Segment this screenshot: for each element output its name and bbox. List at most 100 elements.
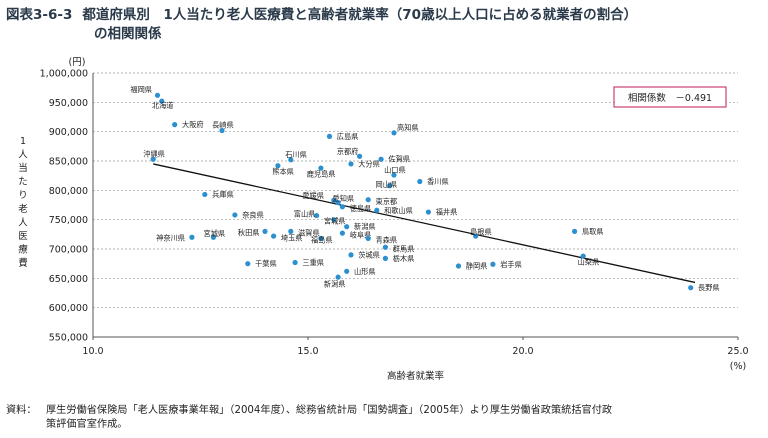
data-point (391, 172, 397, 178)
point-label: 茨城県 (358, 250, 380, 259)
data-point (374, 207, 380, 213)
point-label: 新潟県 (324, 280, 346, 289)
source-line2: 策評価官室作成。 (46, 419, 128, 430)
point-label: 秋田県 (238, 228, 260, 237)
point-label: 香川県 (427, 177, 449, 186)
source-line1: 厚生労働省保険局「老人医療事業年報」（2004年度）、総務省統計局「国勢調査」（… (46, 405, 613, 416)
data-point (382, 244, 388, 250)
point-label: 長崎県 (212, 121, 234, 130)
data-point (417, 178, 423, 185)
data-point (275, 163, 281, 169)
data-point (288, 228, 294, 234)
point-label: 愛媛県 (302, 191, 324, 200)
data-point (344, 268, 350, 274)
point-label: 静岡県 (466, 262, 488, 271)
point-label: 高知県 (397, 123, 419, 132)
data-point (490, 261, 496, 267)
data-point (262, 228, 268, 234)
point-label: 大阪府 (182, 120, 204, 129)
point-label: 山梨県 (578, 257, 600, 266)
data-point (159, 98, 165, 104)
point-label: 佐賀県 (388, 155, 410, 164)
data-point (189, 234, 195, 240)
y-unit-label: (円) (69, 57, 86, 68)
point-label: 宮城県 (324, 216, 346, 225)
point-label: 岡山県 (376, 180, 398, 189)
point-label: 広島県 (337, 132, 359, 141)
trend-line (153, 163, 696, 284)
point-label: 栃木県 (393, 254, 415, 263)
x-tick-label: 20.0 (512, 346, 533, 357)
data-point (425, 209, 431, 215)
data-point (455, 263, 462, 269)
data-point (331, 217, 337, 223)
figure-number: 図表3-6-3 (6, 7, 73, 23)
point-label: 北海道 (152, 101, 174, 110)
scatter-chart: 550,000 600,000 650,000 700,000 750,000 800,0… (18, 57, 748, 382)
point-label: 青森県 (376, 236, 398, 245)
data-point (271, 233, 277, 239)
data-point (219, 127, 225, 134)
data-point (580, 253, 586, 259)
data-point (335, 200, 341, 206)
point-label: 福井県 (436, 208, 458, 217)
point-label: 埼玉県 (281, 233, 303, 242)
point-label: 福岡県 (130, 85, 152, 94)
data-point (331, 197, 337, 203)
data-point (348, 252, 354, 258)
point-label: 長野県 (698, 283, 720, 292)
data-point (210, 234, 216, 240)
figure-title: 図表3-6-3 都道府県別 1人当たり老人医療費と高齢者就業率（70歳以上人口に占… (6, 6, 762, 44)
data-point (292, 259, 298, 266)
data-point (318, 235, 324, 242)
point-label: 鳥取県 (582, 227, 604, 236)
point-label: 沖縄県 (143, 149, 165, 158)
point-label: 京都府 (337, 147, 359, 156)
point-label: 大分県 (358, 159, 380, 168)
data-point (202, 191, 208, 198)
data-point (339, 204, 345, 210)
y-tick-label: 550,000 (49, 333, 88, 344)
point-label: 三重県 (302, 258, 324, 267)
point-label: 愛知県 (333, 194, 355, 203)
point-label: 新潟県 (354, 222, 376, 231)
y-tick-label: 950,000 (49, 98, 88, 109)
point-label: 千葉県 (255, 259, 277, 268)
y-tick-label: 700,000 (49, 245, 88, 256)
data-point (154, 92, 161, 98)
data-point (245, 261, 251, 267)
data-point (232, 212, 238, 218)
x-axis-label: 高齢者就業率 (387, 370, 445, 382)
point-label: 山形県 (354, 267, 376, 276)
y-tick-label: 600,000 (49, 303, 88, 314)
data-point (378, 156, 384, 162)
source-label: 資料： (6, 405, 37, 416)
correlation-box (613, 86, 727, 108)
data-point (172, 122, 178, 128)
y-tick-label: 650,000 (49, 274, 88, 285)
data-point (318, 165, 324, 171)
x-tick-label: 15.0 (297, 346, 318, 357)
point-label: 滋賀県 (298, 229, 320, 238)
x-tick-label: 10.0 (82, 346, 103, 357)
point-label: 宮城県 (204, 229, 226, 238)
point-label: 島根県 (470, 227, 492, 236)
point-label: 鹿児島県 (307, 169, 336, 178)
point-label: 徳島県 (350, 204, 372, 213)
y-axis-label: 1 人当たり老人医療費 (18, 136, 28, 269)
data-point (387, 183, 393, 189)
data-point (326, 133, 333, 139)
point-label: 群馬県 (393, 245, 415, 254)
data-point (391, 130, 397, 136)
data-point (365, 235, 371, 242)
x-tick-label: 25.0 (727, 346, 748, 357)
data-point (357, 153, 363, 159)
y-tick-label: 900,000 (49, 127, 88, 138)
data-point (339, 230, 345, 236)
point-label: 神奈川県 (156, 233, 185, 242)
data-point (314, 212, 320, 219)
point-label: 和歌山県 (384, 206, 413, 215)
y-tick-label: 1,000,000 (40, 69, 88, 80)
point-label: 岩手県 (500, 260, 522, 269)
data-point (150, 156, 156, 162)
